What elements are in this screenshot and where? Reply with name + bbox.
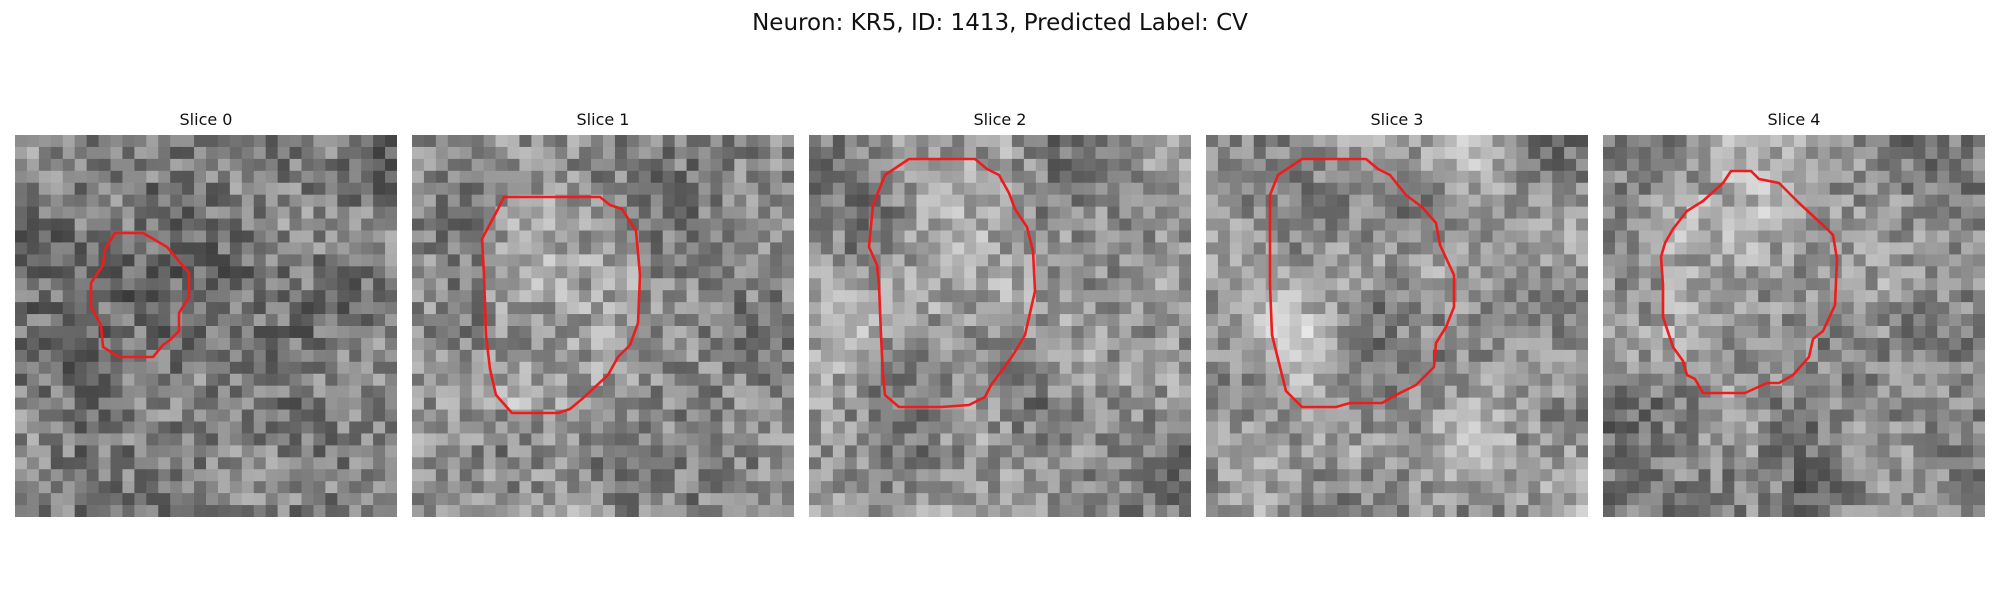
pixel-grid [412,135,794,517]
neuron-contour [1268,157,1456,409]
slice-title-2: Slice 2 [973,110,1027,129]
figure-title: Neuron: KR5, ID: 1413, Predicted Label: … [752,10,1248,36]
slice-title-3: Slice 3 [1370,110,1424,129]
neuron-contour [867,157,1037,409]
slice-image-1 [412,135,794,517]
pixel-grid [1603,135,1985,517]
neuron-contour [480,195,642,415]
slice-title-4: Slice 4 [1767,110,1821,129]
slice-image-4 [1603,135,1985,517]
slice-image-0 [15,135,397,517]
neuron-contour [1659,169,1839,395]
slice-title-0: Slice 0 [179,110,233,129]
slice-title-1: Slice 1 [576,110,630,129]
slice-image-2 [809,135,1191,517]
neuron-contour [89,231,191,359]
slice-image-3 [1206,135,1588,517]
pixel-grid [809,135,1191,517]
pixel-grid [1206,135,1588,517]
pixel-grid [15,135,397,517]
